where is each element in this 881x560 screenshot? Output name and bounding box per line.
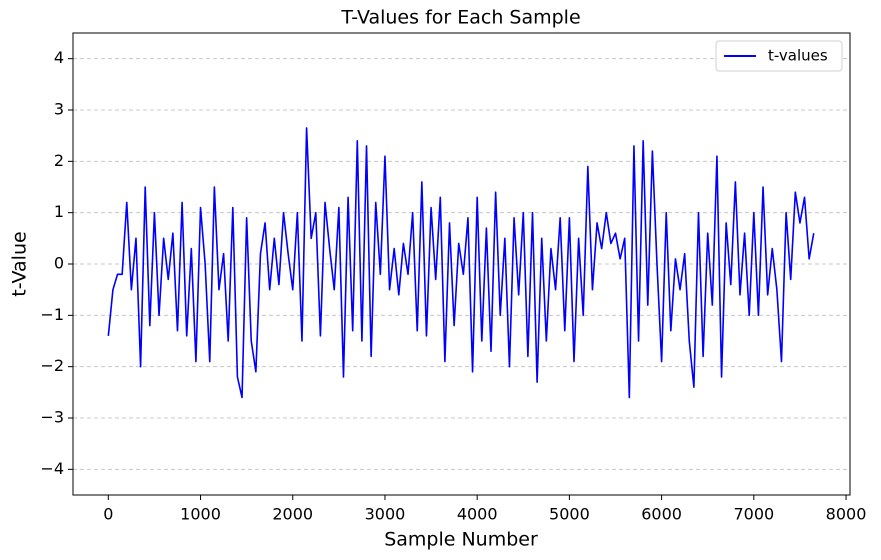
x-tick-label: 7000: [733, 505, 774, 524]
legend-label: t-values: [768, 47, 828, 65]
x-tick-label: 4000: [457, 505, 498, 524]
data-line: [107, 127, 815, 399]
plot-frame: [72, 32, 851, 496]
y-tick-label: −4: [40, 459, 64, 478]
y-tick-label: 1: [54, 202, 64, 221]
y-tick-label: 0: [54, 254, 64, 273]
x-axis-label: Sample Number: [384, 529, 538, 551]
y-tick-label: −3: [40, 408, 64, 427]
y-tick-label: −1: [40, 305, 64, 324]
x-tick-label: 5000: [549, 505, 590, 524]
y-tick-label: 3: [54, 100, 64, 119]
legend-box: [715, 40, 843, 72]
x-tick-label: 8000: [826, 505, 867, 524]
y-axis-label: t-Value: [9, 231, 31, 296]
x-tick-label: 2000: [272, 505, 313, 524]
chart-title: T-Values for Each Sample: [340, 7, 580, 29]
x-tick-label: 0: [103, 505, 113, 524]
y-tick-label: 2: [54, 151, 64, 170]
y-tick-label: 4: [54, 48, 64, 67]
x-tick-label: 1000: [180, 505, 221, 524]
x-tick-label: 3000: [365, 505, 406, 524]
x-tick-label: 6000: [641, 505, 682, 524]
y-tick-label: −2: [40, 356, 64, 375]
